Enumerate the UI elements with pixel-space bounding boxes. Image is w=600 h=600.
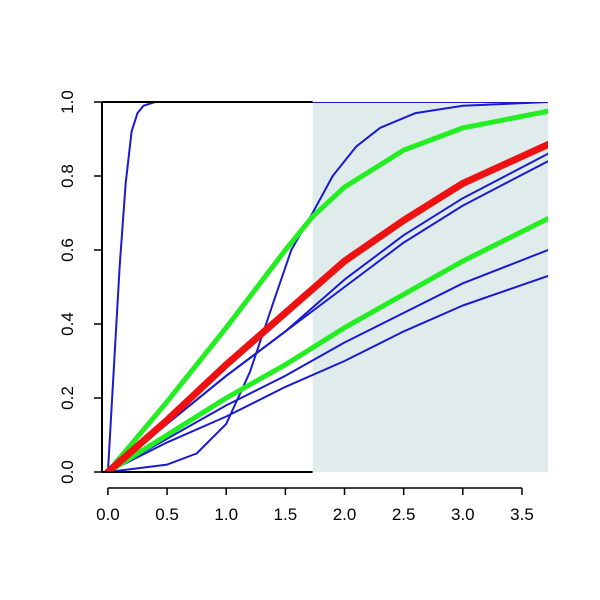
axis-layer bbox=[101, 101, 313, 473]
series-line-9 bbox=[104, 141, 548, 472]
x-tick-label: 1.0 bbox=[214, 505, 238, 524]
y-tick-label: 1.0 bbox=[58, 90, 77, 114]
y-tick-label: 0.0 bbox=[58, 460, 77, 484]
series-layer bbox=[104, 102, 548, 472]
series-line-4 bbox=[106, 160, 548, 472]
x-tick-label: 1.5 bbox=[274, 505, 298, 524]
y-tick-label: 0.8 bbox=[58, 164, 77, 188]
y-tick-label: 0.2 bbox=[58, 386, 77, 410]
x-tick-label: 2.0 bbox=[333, 505, 357, 524]
series-line-7 bbox=[105, 108, 548, 472]
x-tick-label: 3.5 bbox=[510, 505, 534, 524]
series-line-8 bbox=[105, 216, 548, 472]
y-tick-label: 0.4 bbox=[58, 312, 77, 336]
series-line-5 bbox=[106, 249, 548, 472]
y-tick-label: 0.6 bbox=[58, 238, 77, 262]
x-tick-label: 2.5 bbox=[392, 505, 416, 524]
tick-layer: 0.0 0.5 1.0 1.5 2.0 2.5 3.0 3.5 0.0 0.2 0.4 0.6 0.8 1… bbox=[58, 90, 534, 524]
x-tick-label: 3.0 bbox=[451, 505, 475, 524]
series-line-1 bbox=[106, 102, 548, 472]
series-line-6 bbox=[106, 274, 548, 472]
x-tick-label: 0.5 bbox=[155, 505, 179, 524]
x-tick-label: 0.0 bbox=[96, 505, 120, 524]
